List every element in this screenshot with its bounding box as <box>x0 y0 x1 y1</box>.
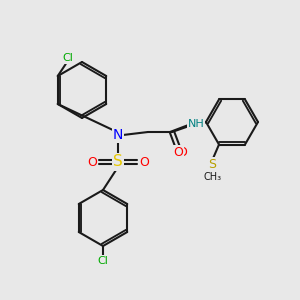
Text: N: N <box>113 128 123 142</box>
Text: CH₃: CH₃ <box>204 172 222 182</box>
Text: Cl: Cl <box>62 53 73 63</box>
Text: NH: NH <box>188 119 204 129</box>
Text: S: S <box>208 158 216 171</box>
Text: O: O <box>87 155 97 169</box>
Text: O: O <box>177 146 187 160</box>
Text: O: O <box>173 146 183 158</box>
Text: S: S <box>113 154 123 169</box>
Text: O: O <box>139 155 149 169</box>
Text: Cl: Cl <box>98 256 108 266</box>
